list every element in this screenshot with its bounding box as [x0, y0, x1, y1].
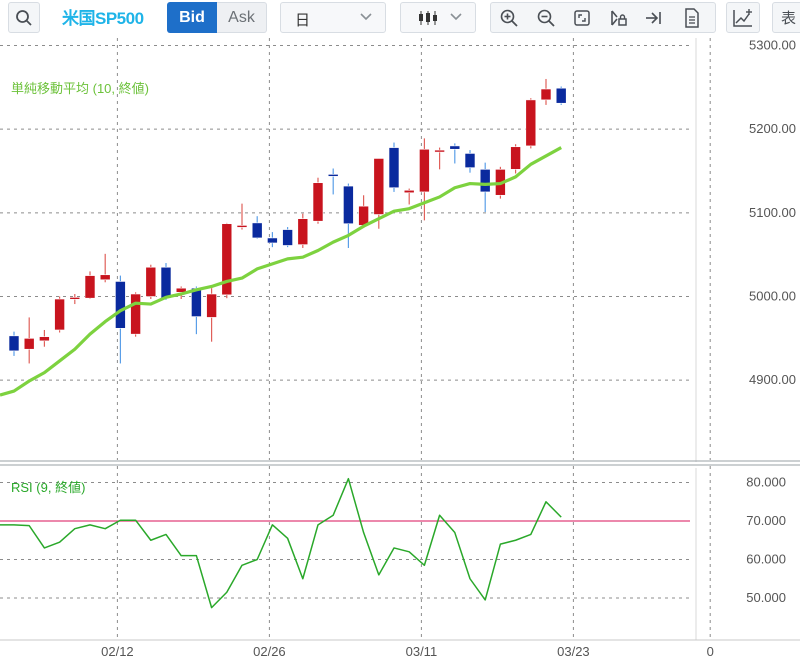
time-tick-label: 03/23: [557, 644, 590, 659]
candle-body: [327, 174, 339, 177]
lock-scale-button[interactable]: [602, 2, 634, 33]
candle-body: [525, 99, 537, 147]
candle-body: [99, 274, 111, 281]
bid-button[interactable]: Bid: [167, 2, 217, 33]
candle-body: [464, 153, 476, 168]
timeframe-select[interactable]: 日: [280, 2, 386, 33]
chart-type-select[interactable]: [400, 2, 476, 33]
price-axis-labels: 5300.00 5200.00 5100.00 5000.00 4900.00: [749, 38, 796, 387]
price-tick-label: 5100.00: [749, 205, 796, 220]
document-icon: [685, 7, 699, 28]
chart-area[interactable]: 5300.00 5200.00 5100.00 5000.00 4900.00 80.0…: [0, 38, 800, 661]
rsi-axis-labels: 80.000 70.000 60.000 50.000: [746, 475, 786, 606]
candle-body: [388, 147, 400, 189]
ask-button[interactable]: Ask: [217, 2, 267, 33]
candle-body: [8, 335, 20, 352]
zoom-in-icon: [500, 9, 518, 27]
candle-body: [84, 275, 96, 299]
rsi-tick-label: 50.000: [746, 590, 786, 605]
scroll-latest-button[interactable]: [638, 2, 670, 33]
candle-body: [297, 218, 309, 245]
candle-body: [191, 287, 202, 317]
time-tick-label: 03/11: [406, 644, 438, 659]
candle-body: [267, 237, 278, 244]
candle-body: [312, 182, 324, 222]
rsi-tick-label: 60.000: [746, 552, 786, 567]
candlestick-icon: [419, 11, 437, 25]
candle-body: [449, 145, 461, 150]
table-button[interactable]: 表: [772, 2, 800, 33]
candle-body: [403, 189, 415, 194]
candle-body: [434, 149, 445, 153]
price-tick-label: 4900.00: [749, 372, 796, 387]
candle-body: [130, 293, 141, 335]
scale-lock-icon: [611, 9, 627, 26]
candle-body: [282, 229, 293, 246]
price-tick-label: 5000.00: [749, 289, 796, 304]
time-tick-label: 0: [707, 644, 714, 659]
jump-to-end-icon: [646, 11, 661, 24]
candle-body: [175, 287, 187, 293]
time-axis-labels: 02/12 02/26 03/11 03/23 0: [101, 644, 714, 659]
candle-body: [206, 293, 217, 318]
candles-layer: [8, 78, 567, 364]
chart-tools-group: [490, 2, 716, 33]
candle-body: [343, 185, 354, 225]
candle-body: [236, 225, 248, 228]
zoom-out-button[interactable]: [530, 2, 562, 33]
candle-body: [23, 338, 35, 350]
chevron-down-icon: [360, 13, 372, 21]
moving-average-line: [0, 146, 562, 397]
zoom-in-button[interactable]: [493, 2, 525, 33]
candle-body: [373, 158, 385, 215]
fit-button[interactable]: [566, 2, 598, 33]
search-icon: [16, 9, 32, 26]
candle-body: [555, 87, 567, 104]
candle-body: [115, 281, 126, 329]
ma-legend: 単純移動平均 (10, 終値): [11, 81, 149, 96]
candle-body: [221, 223, 233, 296]
chart-toolbar: 米国SP500 Bid Ask 日 表: [0, 0, 800, 38]
add-indicator-button[interactable]: [726, 2, 760, 33]
time-tick-label: 02/26: [253, 644, 286, 659]
rsi-tick-label: 70.000: [746, 513, 786, 528]
expand-icon: [574, 9, 590, 26]
candle-body: [39, 336, 50, 342]
chevron-down-icon: [450, 13, 462, 21]
candle-body: [145, 266, 157, 297]
candle-body: [479, 169, 491, 193]
rsi-tick-label: 80.000: [746, 475, 786, 490]
moving-average-layer: [0, 146, 562, 397]
table-label: 表: [781, 10, 797, 27]
candle-body: [358, 205, 369, 226]
candle-body: [540, 88, 552, 101]
candle-body: [54, 298, 65, 331]
rsi-layer: [0, 477, 562, 609]
rsi-line: [0, 477, 562, 609]
time-tick-label: 02/12: [101, 644, 134, 659]
indicator-add-icon: [733, 8, 752, 27]
candle-body: [510, 146, 521, 170]
price-tick-label: 5200.00: [749, 121, 796, 136]
candle-body: [419, 148, 430, 193]
rsi-legend: RSI (9, 終値): [11, 480, 85, 495]
candle-body: [69, 297, 81, 300]
candle-body: [160, 266, 172, 299]
search-button[interactable]: [8, 2, 40, 33]
timeframe-value: 日: [295, 12, 311, 29]
symbol-label[interactable]: 米国SP500: [62, 9, 144, 28]
price-tick-label: 5300.00: [749, 38, 796, 53]
report-button[interactable]: [676, 2, 708, 33]
candle-body: [251, 222, 263, 239]
zoom-out-icon: [537, 9, 555, 27]
rsi-grid: [0, 466, 711, 640]
price-grid: [0, 38, 711, 460]
